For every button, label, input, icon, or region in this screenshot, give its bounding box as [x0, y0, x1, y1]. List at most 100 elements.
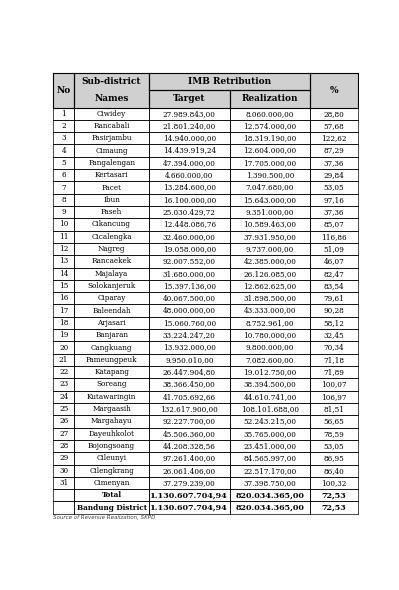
Bar	[74, 255, 149, 267]
Bar	[230, 329, 310, 342]
Bar	[149, 90, 230, 107]
Bar	[74, 206, 149, 218]
Text: 26: 26	[59, 417, 68, 425]
Bar	[149, 194, 230, 206]
Bar	[53, 415, 74, 428]
Text: 26.061.406,00: 26.061.406,00	[163, 467, 216, 475]
Text: 72,53: 72,53	[322, 491, 346, 499]
Text: 71,18: 71,18	[324, 356, 344, 364]
Text: 79,61: 79,61	[324, 294, 344, 302]
Bar	[53, 181, 74, 194]
Text: 12.862.625,00: 12.862.625,00	[243, 282, 296, 290]
Text: 8.752.961,00: 8.752.961,00	[246, 319, 294, 327]
Text: IMB Retribution: IMB Retribution	[188, 77, 271, 86]
Text: 40.067.500,00: 40.067.500,00	[163, 294, 216, 302]
Bar	[310, 428, 358, 440]
Bar	[230, 391, 310, 403]
Text: 100,07: 100,07	[321, 381, 347, 388]
Bar	[74, 391, 149, 403]
Bar	[149, 231, 230, 243]
Text: 100,32: 100,32	[321, 479, 347, 487]
Bar	[74, 342, 149, 354]
Bar	[53, 489, 74, 501]
Bar	[53, 378, 74, 391]
Text: 21.801.240,00: 21.801.240,00	[163, 122, 216, 130]
Text: 57,68: 57,68	[324, 122, 344, 130]
Bar	[310, 403, 358, 415]
Text: 7.047.680,00: 7.047.680,00	[246, 183, 294, 192]
Text: 70,34: 70,34	[324, 343, 344, 352]
Bar	[230, 157, 310, 169]
Bar	[230, 403, 310, 415]
Bar	[310, 132, 358, 145]
Text: Target: Target	[173, 94, 205, 103]
Bar	[149, 342, 230, 354]
Bar	[149, 206, 230, 218]
Text: 43.333.000,00: 43.333.000,00	[244, 307, 296, 314]
Bar	[230, 452, 310, 464]
Bar	[53, 403, 74, 415]
Text: Sub-district: Sub-district	[82, 77, 141, 86]
Bar	[74, 194, 149, 206]
Text: 820.034.365,00: 820.034.365,00	[235, 504, 304, 512]
Bar	[74, 415, 149, 428]
Bar	[230, 489, 310, 501]
Bar	[149, 489, 230, 501]
Text: 1.130.607.704,94: 1.130.607.704,94	[150, 491, 228, 499]
Bar	[310, 181, 358, 194]
Bar	[230, 292, 310, 304]
Text: 27.989.843,00: 27.989.843,00	[163, 110, 216, 117]
Text: 47.394.000,00: 47.394.000,00	[163, 159, 216, 167]
Bar	[149, 329, 230, 342]
Text: 13: 13	[59, 257, 68, 266]
Text: 38.366.450,00: 38.366.450,00	[163, 381, 215, 388]
Text: 14: 14	[59, 270, 68, 278]
Bar	[310, 206, 358, 218]
Bar	[74, 107, 149, 120]
Bar	[74, 157, 149, 169]
Text: 9.950.010,00: 9.950.010,00	[165, 356, 213, 364]
Text: 17: 17	[59, 307, 68, 314]
Bar	[310, 415, 358, 428]
Bar	[230, 304, 310, 317]
Bar	[310, 194, 358, 206]
Bar	[53, 267, 74, 280]
Bar	[310, 354, 358, 366]
Text: 38.394.500,00: 38.394.500,00	[244, 381, 296, 388]
Text: 58,12: 58,12	[324, 319, 344, 327]
Text: 5: 5	[61, 159, 66, 167]
Text: 820.034.365,00: 820.034.365,00	[235, 491, 304, 499]
Bar	[149, 107, 230, 120]
Text: 1: 1	[61, 110, 66, 117]
Bar	[230, 317, 310, 329]
Bar	[310, 502, 358, 514]
Text: 1.130.607.704,94: 1.130.607.704,94	[150, 504, 228, 512]
Text: 10: 10	[59, 221, 68, 228]
Text: 8.060.000,00: 8.060.000,00	[246, 110, 294, 117]
Bar	[149, 132, 230, 145]
Bar	[53, 157, 74, 169]
Text: 14.439.919,24: 14.439.919,24	[163, 147, 216, 155]
Bar	[53, 107, 74, 120]
Text: Cangkuang: Cangkuang	[91, 343, 132, 352]
Text: 9: 9	[61, 208, 66, 216]
Text: 9.351.000,00: 9.351.000,00	[246, 208, 294, 216]
Text: 31.898.500,00: 31.898.500,00	[243, 294, 296, 302]
Text: 97,16: 97,16	[324, 196, 344, 204]
Text: 37.279.239,00: 37.279.239,00	[163, 479, 215, 487]
Bar	[53, 255, 74, 267]
Text: 21: 21	[59, 356, 68, 364]
Text: 32,45: 32,45	[324, 331, 344, 339]
Text: 87,29: 87,29	[324, 147, 344, 155]
Bar	[149, 403, 230, 415]
Text: 37.398.750,00: 37.398.750,00	[244, 479, 296, 487]
Bar	[310, 317, 358, 329]
Bar	[74, 464, 149, 477]
Text: Margaasih: Margaasih	[92, 405, 131, 413]
Bar	[74, 280, 149, 292]
Text: 15: 15	[59, 282, 68, 290]
Text: 9.800.000,00: 9.800.000,00	[246, 343, 294, 352]
Text: 97.261.400,00: 97.261.400,00	[163, 454, 216, 463]
Text: 83,54: 83,54	[324, 282, 344, 290]
Bar	[149, 243, 230, 255]
